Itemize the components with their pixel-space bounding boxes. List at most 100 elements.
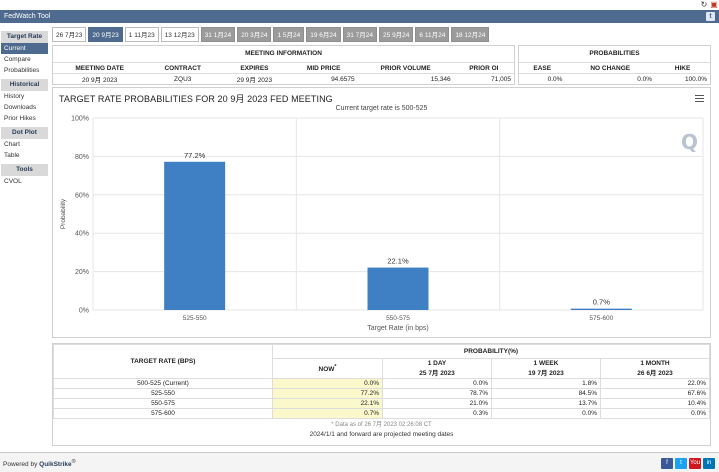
period-cell: 0.0% — [382, 378, 492, 389]
x-tick-label: 550-575 — [386, 315, 410, 322]
x-axis-label: Target Rate (in bps) — [367, 325, 428, 332]
y-tick-label: 60% — [75, 192, 89, 199]
meeting-info-col-header: CONTRACT — [146, 62, 220, 74]
y-tick-label: 0% — [79, 308, 89, 315]
pdf-icon[interactable]: ▣ — [710, 0, 718, 9]
meeting-info-col-header: PRIOR VOLUME — [357, 62, 454, 74]
now-cell: 77.2% — [272, 388, 383, 399]
quikstrike-brand[interactable]: QuikStrike — [39, 461, 72, 469]
meeting-info-cell: 71,005 — [453, 73, 514, 85]
top-toolbar: ↻ ▣ — [0, 0, 719, 10]
powered-prefix: Powered by — [3, 461, 38, 469]
period-header: 1 WEEK 19 7月 2023 — [491, 358, 601, 379]
meeting-info-cell: 29 9月 2023 — [219, 73, 290, 85]
data-label: 22.1% — [387, 257, 409, 266]
linkedin-icon[interactable]: in — [703, 458, 715, 469]
footer: Powered by QuikStrike® f t You in — [0, 452, 719, 472]
table-row: 550-575 22.1% 21.0% 13.7% 10.4% — [53, 398, 710, 409]
sidebar-item[interactable]: Prior Hikes — [4, 115, 36, 122]
sidebar-item[interactable]: Chart — [4, 141, 20, 148]
bar[interactable] — [367, 267, 429, 310]
date-tab[interactable]: 6 11月24 — [415, 27, 450, 42]
period-cell: 1.8% — [491, 378, 601, 389]
target-rate-header: TARGET RATE (BPS) — [53, 344, 273, 379]
date-tab[interactable]: 25 9月24 — [379, 27, 414, 42]
data-as-of-note: * Data as of 26 7月 2023 02:26:08 CT — [331, 422, 432, 429]
date-tab[interactable]: 31 7月24 — [342, 27, 378, 42]
meeting-info-panel: MEETING INFORMATION MEETING DATE CONTRACT… — [52, 45, 515, 85]
meeting-info-header: MEETING INFORMATION — [245, 50, 322, 57]
probability-header: PROBABILITY(%) — [272, 344, 710, 359]
probabilities-col-header: EASE — [519, 62, 566, 74]
meeting-info-cell: 15,346 — [357, 73, 454, 85]
date-tab[interactable]: 20 3月24 — [237, 27, 272, 42]
date-tab[interactable]: 1 5月24 — [273, 27, 305, 42]
meeting-info-cell: 20 9月 2023 — [53, 73, 147, 85]
now-header: NOW* — [272, 358, 383, 379]
sidebar-section-header: Target Rate — [1, 31, 48, 43]
data-label: 0.7% — [593, 298, 610, 307]
period-cell: 21.0% — [382, 398, 492, 409]
bar[interactable] — [570, 308, 632, 310]
period-cell: 78.7% — [382, 388, 492, 399]
y-axis-label: Probability — [60, 198, 67, 229]
sidebar-item[interactable]: Probabilities — [4, 67, 40, 74]
x-tick-label: 525-550 — [183, 315, 207, 322]
table-row: 575-600 0.7% 0.3% 0.0% 0.0% — [53, 408, 710, 419]
twitter-social-icon[interactable]: t — [675, 458, 687, 469]
period-header: 1 DAY 25 7月 2023 — [382, 358, 492, 379]
probability-table-panel: TARGET RATE (BPS) PROBABILITY(%) NOW* 1 D… — [52, 343, 711, 446]
meeting-info-col-header: MID PRICE — [289, 62, 358, 74]
y-tick-label: 40% — [75, 231, 89, 238]
date-tab[interactable]: 19 6月24 — [306, 27, 341, 42]
hamburger-menu-icon[interactable] — [695, 95, 704, 102]
meeting-info-col-header: MEETING DATE — [53, 62, 147, 74]
youtube-icon[interactable]: You — [689, 458, 701, 469]
meeting-info-col-header: PRIOR OI — [453, 62, 514, 74]
sidebar-item[interactable]: CVOL — [4, 178, 22, 185]
chart-subtitle: Current target rate is 500-525 — [335, 105, 428, 112]
twitter-icon[interactable]: t — [706, 12, 715, 21]
sidebar-item[interactable]: Table — [4, 152, 20, 159]
period-cell: 0.3% — [382, 408, 492, 419]
chart-panel: TARGET RATE PROBABILITIES FOR 20 9月 2023… — [52, 87, 711, 338]
registered-mark: ® — [71, 459, 76, 465]
bar[interactable] — [164, 161, 226, 310]
rate-cell: 550-575 — [53, 398, 273, 409]
app-titlebar: FedWatch Tool t — [0, 10, 719, 23]
rate-cell: 525-550 — [53, 388, 273, 399]
sidebar-section-header: Historical — [1, 79, 48, 91]
table-row: 500-525 (Current) 0.0% 0.0% 1.8% 22.0% — [53, 378, 710, 389]
sidebar-item[interactable]: Current — [1, 43, 48, 54]
period-cell: 0.0% — [491, 408, 601, 419]
probabilities-panel: PROBABILITIES EASE NO CHANGE HIKE 0.0% 0.0%… — [518, 45, 711, 85]
chart-title: TARGET RATE PROBABILITIES FOR 20 9月 2023… — [59, 94, 333, 104]
probabilities-summary-table: EASE NO CHANGE HIKE 0.0% 0.0% 100.0% — [519, 62, 710, 85]
period-header: 1 MONTH 26 6月 2023 — [600, 358, 710, 379]
now-cell: 0.7% — [272, 408, 383, 419]
date-tab[interactable]: 13 12月23 — [160, 27, 199, 42]
date-tab[interactable]: 18 12月24 — [451, 27, 490, 42]
facebook-icon[interactable]: f — [661, 458, 673, 469]
date-tab[interactable]: 1 11月23 — [124, 27, 159, 42]
sidebar-item[interactable]: Compare — [4, 56, 31, 63]
refresh-icon[interactable]: ↻ — [700, 0, 708, 9]
x-tick-label: 575-600 — [589, 315, 613, 322]
date-tab[interactable]: 26 7月23 — [52, 27, 87, 42]
period-cell: 22.0% — [600, 378, 710, 389]
period-label: 1 WEEK — [533, 360, 559, 367]
powered-by: Powered by QuikStrike® — [3, 459, 76, 468]
sidebar: Target Rate Current Compare Probabilities Hi… — [1, 28, 48, 187]
y-tick-label: 100% — [71, 116, 89, 123]
period-date: 26 6月 2023 — [637, 370, 673, 377]
date-tab[interactable]: 31 1月24 — [200, 27, 236, 42]
period-label: 1 DAY — [427, 360, 447, 367]
probabilities-col-header: HIKE — [655, 62, 710, 74]
sidebar-item[interactable]: Downloads — [4, 104, 37, 111]
sidebar-section-header: Dot Plot — [1, 127, 48, 139]
sidebar-item[interactable]: History — [4, 93, 25, 100]
date-tab[interactable]: 20 9月23 — [88, 27, 123, 42]
meeting-info-table: MEETING DATE CONTRACT EXPIRES MID PRICE PRIO… — [53, 62, 514, 85]
probabilities-cell: 0.0% — [519, 73, 566, 85]
table-row: 525-550 77.2% 78.7% 84.5% 67.6% — [53, 388, 710, 399]
